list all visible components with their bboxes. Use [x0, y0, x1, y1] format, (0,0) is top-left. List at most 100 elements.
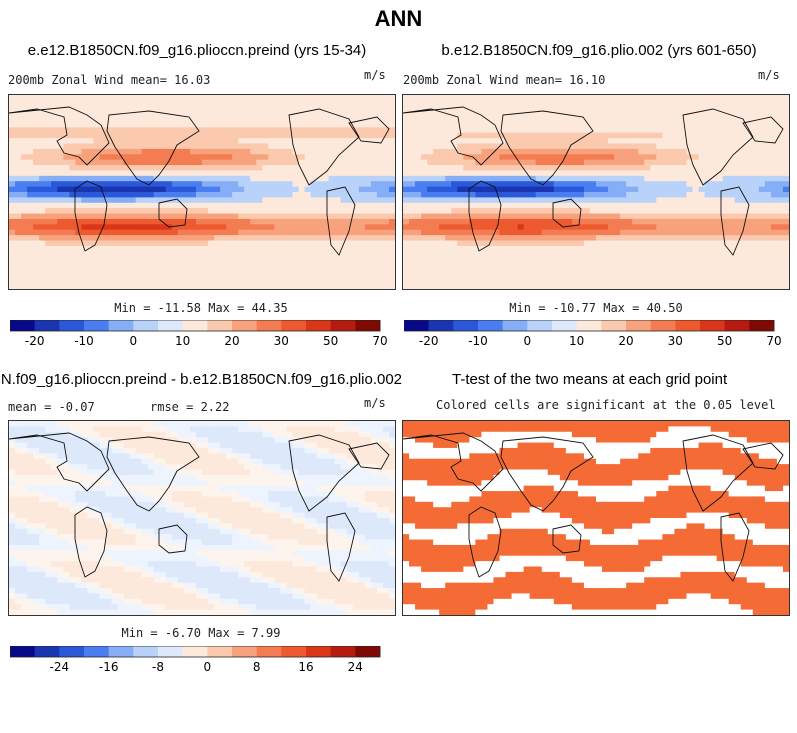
grid-cell [268, 437, 275, 443]
grid-cell [596, 256, 603, 263]
grid-cell [650, 245, 657, 252]
grid-cell [81, 235, 88, 241]
grid-cell [692, 186, 699, 193]
grid-cell [620, 143, 627, 150]
grid-cell [63, 95, 70, 101]
grid-cell [686, 132, 693, 139]
grid-cell [27, 267, 34, 274]
grid-cell [9, 143, 16, 150]
grid-cell [117, 143, 124, 150]
grid-cell [238, 240, 245, 247]
grid-cell [298, 159, 305, 166]
grid-cell [51, 132, 58, 139]
grid-cell [626, 121, 633, 128]
grid-cell [75, 431, 82, 438]
grid-cell [364, 143, 372, 150]
grid-cell [376, 159, 384, 166]
grid-cell [475, 262, 482, 268]
grid-cell [177, 132, 185, 139]
grid-cell [493, 235, 500, 241]
grid-cell [686, 105, 693, 112]
grid-cell [39, 245, 46, 252]
grid-cell [105, 154, 112, 161]
grid-cell [409, 245, 416, 252]
grid-cell [153, 148, 161, 155]
grid-cell [710, 197, 718, 204]
grid-cell [159, 251, 167, 258]
grid-cell [322, 111, 330, 117]
grid-cell [292, 235, 299, 241]
grid-cell [770, 111, 778, 117]
grid-cell [250, 256, 257, 263]
grid-cell [469, 256, 476, 263]
grid-cell [15, 224, 22, 231]
grid-cell [656, 202, 663, 209]
grid-cell [565, 278, 573, 285]
grid-cell [238, 272, 245, 279]
grid-cell [250, 116, 257, 123]
grid-cell [403, 132, 410, 139]
grid-cell [752, 132, 760, 139]
grid-cell [650, 159, 657, 166]
grid-cell [9, 442, 16, 449]
grid-cell [692, 127, 699, 134]
grid-cell [51, 229, 58, 236]
grid-cell [370, 121, 378, 128]
grid-cell [559, 175, 567, 182]
grid-cell [159, 105, 167, 112]
grid-cell [21, 229, 28, 236]
grid-cell [33, 121, 40, 128]
grid-cell [334, 229, 342, 236]
main-title: ANN [374, 6, 423, 31]
grid-cell [541, 202, 549, 209]
grid-cell [177, 165, 185, 171]
grid-cell [220, 262, 227, 268]
grid-cell [274, 170, 281, 177]
grid-cell [268, 116, 275, 123]
grid-cell [364, 421, 372, 427]
grid-cell [541, 240, 549, 247]
grid-cell [716, 132, 724, 139]
grid-cell [292, 170, 299, 177]
grid-cell [81, 105, 88, 112]
grid-cell [445, 256, 452, 263]
grid-cell [226, 116, 233, 123]
grid-cell [596, 197, 603, 204]
grid-cell [214, 218, 221, 225]
grid-cell [63, 159, 70, 166]
grid-cell [27, 431, 34, 438]
grid-cell [352, 278, 360, 285]
grid-cell [451, 202, 458, 209]
grid-cell [589, 143, 597, 150]
grid-cell [39, 127, 46, 134]
colorbar-cell [59, 320, 85, 331]
grid-cell [135, 431, 143, 438]
grid-cell [298, 181, 305, 188]
grid-cell [415, 229, 422, 236]
grid-cell [553, 165, 561, 171]
grid-cell [165, 431, 173, 438]
grid-cell [656, 245, 663, 252]
grid-cell [674, 240, 681, 247]
grid-cell [105, 426, 112, 433]
grid-cell [280, 138, 287, 144]
grid-cell [111, 421, 118, 427]
grid-cell [728, 278, 736, 285]
grid-cell [165, 256, 173, 263]
grid-cell [244, 251, 251, 258]
grid-cell [764, 256, 772, 263]
grid-cell [262, 111, 269, 117]
grid-cell [583, 192, 591, 198]
grid-cell [608, 170, 615, 177]
grid-cell [499, 267, 506, 274]
grid-cell [117, 100, 124, 107]
grid-cell [517, 262, 525, 268]
grid-cell [15, 138, 22, 144]
grid-cell [280, 256, 287, 263]
grid-cell [668, 170, 675, 177]
grid-cell [370, 192, 378, 198]
grid-cell [358, 192, 366, 198]
grid-cell [644, 159, 651, 166]
grid-cell [57, 283, 64, 289]
grid-cell [487, 224, 494, 231]
